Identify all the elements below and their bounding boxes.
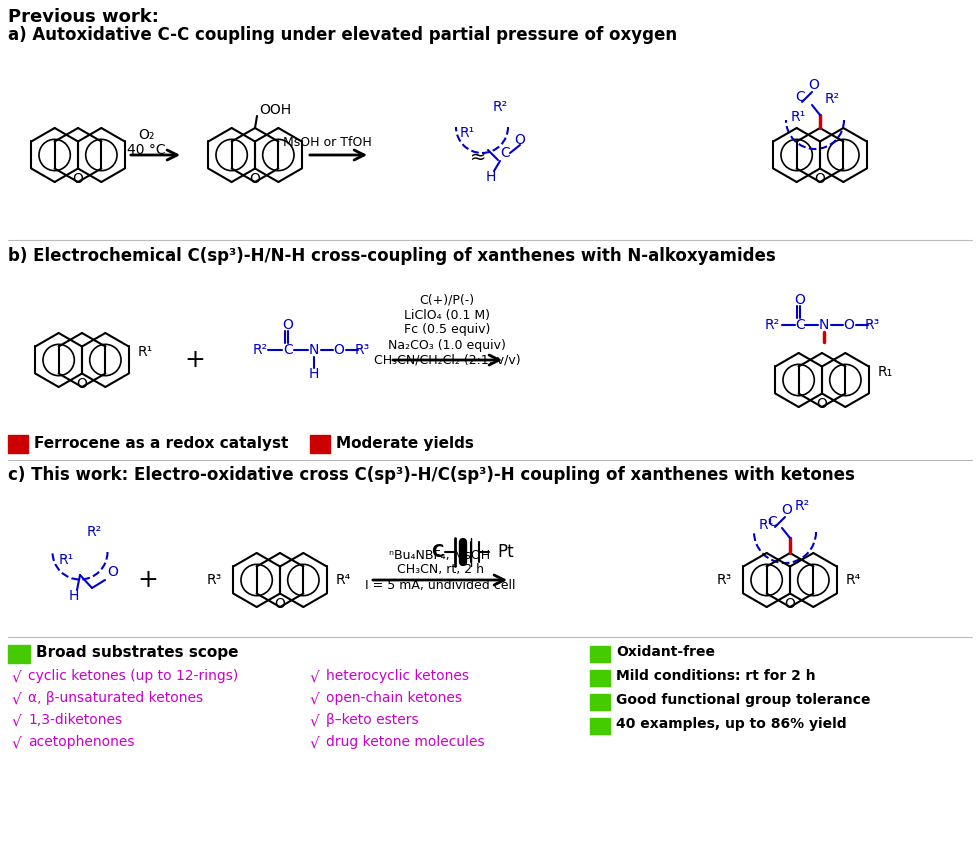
- Text: R¹: R¹: [59, 553, 74, 567]
- Text: R³: R³: [864, 318, 880, 332]
- Text: R²: R²: [86, 525, 102, 539]
- Text: R²: R²: [824, 92, 840, 106]
- Text: R¹: R¹: [137, 345, 153, 359]
- Text: R¹: R¹: [791, 110, 806, 124]
- Text: CH₃CN, rt, 2 h: CH₃CN, rt, 2 h: [397, 563, 483, 576]
- Text: O: O: [274, 596, 285, 611]
- Text: Fc (0.5 equiv): Fc (0.5 equiv): [404, 323, 490, 337]
- Text: OOH: OOH: [259, 103, 291, 117]
- Text: Broad substrates scope: Broad substrates scope: [36, 645, 238, 660]
- Text: √: √: [12, 669, 22, 684]
- Text: 40 °C: 40 °C: [126, 143, 166, 157]
- Text: H: H: [309, 367, 319, 381]
- Text: Previous work:: Previous work:: [8, 8, 159, 26]
- Text: R₁: R₁: [877, 365, 893, 379]
- Text: α, β-unsaturated ketones: α, β-unsaturated ketones: [28, 691, 203, 705]
- Text: Good functional group tolerance: Good functional group tolerance: [616, 693, 870, 707]
- Text: acetophenones: acetophenones: [28, 735, 134, 749]
- Text: c) This work: Electro-oxidative cross C(sp³)-H/C(sp³)-H coupling of xanthenes wi: c) This work: Electro-oxidative cross C(…: [8, 466, 855, 484]
- Text: Oxidant-free: Oxidant-free: [616, 645, 715, 659]
- Text: O: O: [282, 318, 293, 332]
- Text: ≈: ≈: [469, 147, 486, 167]
- Text: CH₃CN/CH₂Cl₂ (2:1, v/v): CH₃CN/CH₂Cl₂ (2:1, v/v): [373, 354, 520, 366]
- Text: O: O: [73, 172, 83, 186]
- Text: O: O: [785, 596, 796, 611]
- Text: R²: R²: [764, 318, 779, 332]
- Text: C: C: [431, 543, 443, 561]
- Text: cyclic ketones (up to 12-rings): cyclic ketones (up to 12-rings): [28, 669, 238, 683]
- Text: 1,3-diketones: 1,3-diketones: [28, 713, 122, 727]
- Text: R¹: R¹: [460, 126, 474, 140]
- Text: R²: R²: [253, 343, 268, 357]
- Text: O: O: [76, 376, 87, 391]
- Text: I = 5 mA, undivided cell: I = 5 mA, undivided cell: [365, 579, 515, 591]
- Text: +: +: [137, 568, 159, 592]
- Text: O: O: [814, 172, 825, 186]
- Text: O: O: [844, 318, 855, 332]
- Bar: [590, 694, 610, 710]
- Text: drug ketone molecules: drug ketone molecules: [326, 735, 485, 749]
- Text: β–keto esters: β–keto esters: [326, 713, 418, 727]
- Text: LiClO₄ (0.1 M): LiClO₄ (0.1 M): [404, 309, 490, 321]
- Text: √: √: [310, 691, 319, 706]
- Bar: [310, 435, 330, 453]
- Text: O: O: [808, 78, 819, 92]
- Text: heterocyclic ketones: heterocyclic ketones: [326, 669, 469, 683]
- Text: N: N: [819, 318, 829, 332]
- Text: C: C: [767, 515, 777, 529]
- Text: C: C: [795, 90, 805, 104]
- Text: 40 examples, up to 86% yield: 40 examples, up to 86% yield: [616, 717, 847, 731]
- Text: O: O: [250, 172, 261, 186]
- Text: O: O: [782, 503, 793, 517]
- Text: R²: R²: [492, 100, 508, 114]
- Text: H: H: [69, 589, 79, 603]
- Text: Moderate yields: Moderate yields: [336, 436, 474, 451]
- Text: R³: R³: [355, 343, 369, 357]
- Bar: [8, 645, 30, 663]
- Text: Na₂CO₃ (1.0 equiv): Na₂CO₃ (1.0 equiv): [388, 338, 506, 351]
- Text: √: √: [12, 691, 22, 706]
- Text: O: O: [795, 293, 806, 307]
- Text: R³: R³: [716, 573, 732, 587]
- Text: H: H: [486, 170, 496, 184]
- Text: C: C: [795, 318, 805, 332]
- Text: Pt: Pt: [497, 543, 514, 561]
- Bar: [590, 718, 610, 734]
- Text: O₂: O₂: [138, 128, 154, 142]
- Text: √: √: [310, 713, 319, 728]
- Text: R⁴: R⁴: [335, 573, 351, 587]
- Text: √: √: [310, 669, 319, 684]
- Text: R³: R³: [207, 573, 221, 587]
- Text: b) Electrochemical C(sp³)-H/N-H cross-coupling of xanthenes with N-alkoxyamides: b) Electrochemical C(sp³)-H/N-H cross-co…: [8, 247, 776, 265]
- Text: R²: R²: [795, 499, 809, 513]
- Bar: [590, 646, 610, 662]
- Text: C: C: [283, 343, 293, 357]
- Text: +: +: [184, 348, 206, 372]
- Text: √: √: [12, 735, 22, 750]
- Text: C: C: [500, 146, 510, 160]
- Text: Mild conditions: rt for 2 h: Mild conditions: rt for 2 h: [616, 669, 815, 683]
- Text: open-chain ketones: open-chain ketones: [326, 691, 462, 705]
- Text: √: √: [310, 735, 319, 750]
- Text: a) Autoxidative C-C coupling under elevated partial pressure of oxygen: a) Autoxidative C-C coupling under eleva…: [8, 26, 677, 44]
- Bar: [590, 670, 610, 686]
- Text: R⁴: R⁴: [846, 573, 860, 587]
- Text: ⁿBu₄NBF₄, MsOH: ⁿBu₄NBF₄, MsOH: [389, 548, 491, 562]
- Text: O: O: [816, 397, 827, 411]
- Text: O: O: [333, 343, 344, 357]
- Text: O: O: [107, 565, 118, 579]
- Text: O: O: [514, 133, 525, 147]
- Text: R¹: R¹: [759, 518, 773, 532]
- Text: Ferrocene as a redox catalyst: Ferrocene as a redox catalyst: [34, 436, 288, 451]
- Bar: [8, 435, 28, 453]
- Text: C(+)/P(-): C(+)/P(-): [419, 294, 474, 306]
- Text: N: N: [309, 343, 319, 357]
- Text: MsOH or TfOH: MsOH or TfOH: [282, 136, 371, 150]
- Text: √: √: [12, 713, 22, 728]
